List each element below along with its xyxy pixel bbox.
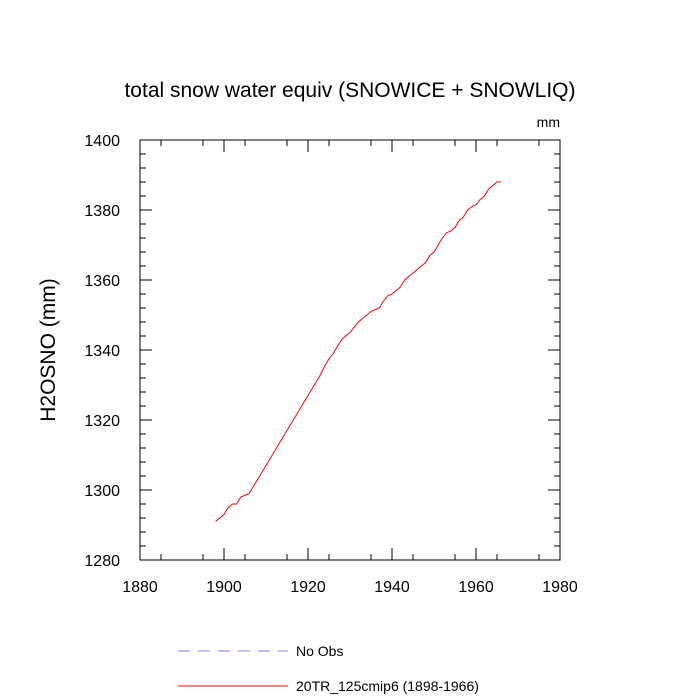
chart-title: total snow water equiv (SNOWICE + SNOWLI… [124, 79, 575, 102]
axis-ticks [139, 139, 561, 561]
x-tick-label: 1940 [374, 579, 410, 596]
y-tick-label: 1380 [84, 203, 120, 220]
x-tick-label: 1920 [290, 579, 326, 596]
x-tick-label: 1980 [542, 579, 578, 596]
y-tick-label: 1280 [84, 553, 120, 570]
axis-tick-labels: 1880 1900 1920 1940 1960 1980 1280 1300 1320 1340… [84, 133, 577, 596]
y-tick-label: 1320 [84, 413, 120, 430]
y-tick-label: 1340 [84, 343, 120, 360]
y-axis-label: H2OSNO (mm) [37, 278, 60, 422]
y-tick-label: 1360 [84, 273, 120, 290]
x-tick-label: 1960 [458, 579, 494, 596]
y-tick-label: 1300 [84, 483, 120, 500]
legend: No Obs 20TR_125cmip6 (1898-1966) [178, 643, 479, 694]
x-tick-label: 1880 [122, 579, 158, 596]
series-layer [215, 181, 502, 522]
series-line [215, 181, 502, 522]
plot-frame [139, 139, 561, 561]
x-tick-label: 1900 [206, 579, 242, 596]
legend-label: 20TR_125cmip6 (1898-1966) [296, 678, 479, 694]
units-label: mm [537, 114, 560, 130]
y-tick-label: 1400 [84, 133, 120, 150]
legend-label: No Obs [296, 643, 343, 659]
